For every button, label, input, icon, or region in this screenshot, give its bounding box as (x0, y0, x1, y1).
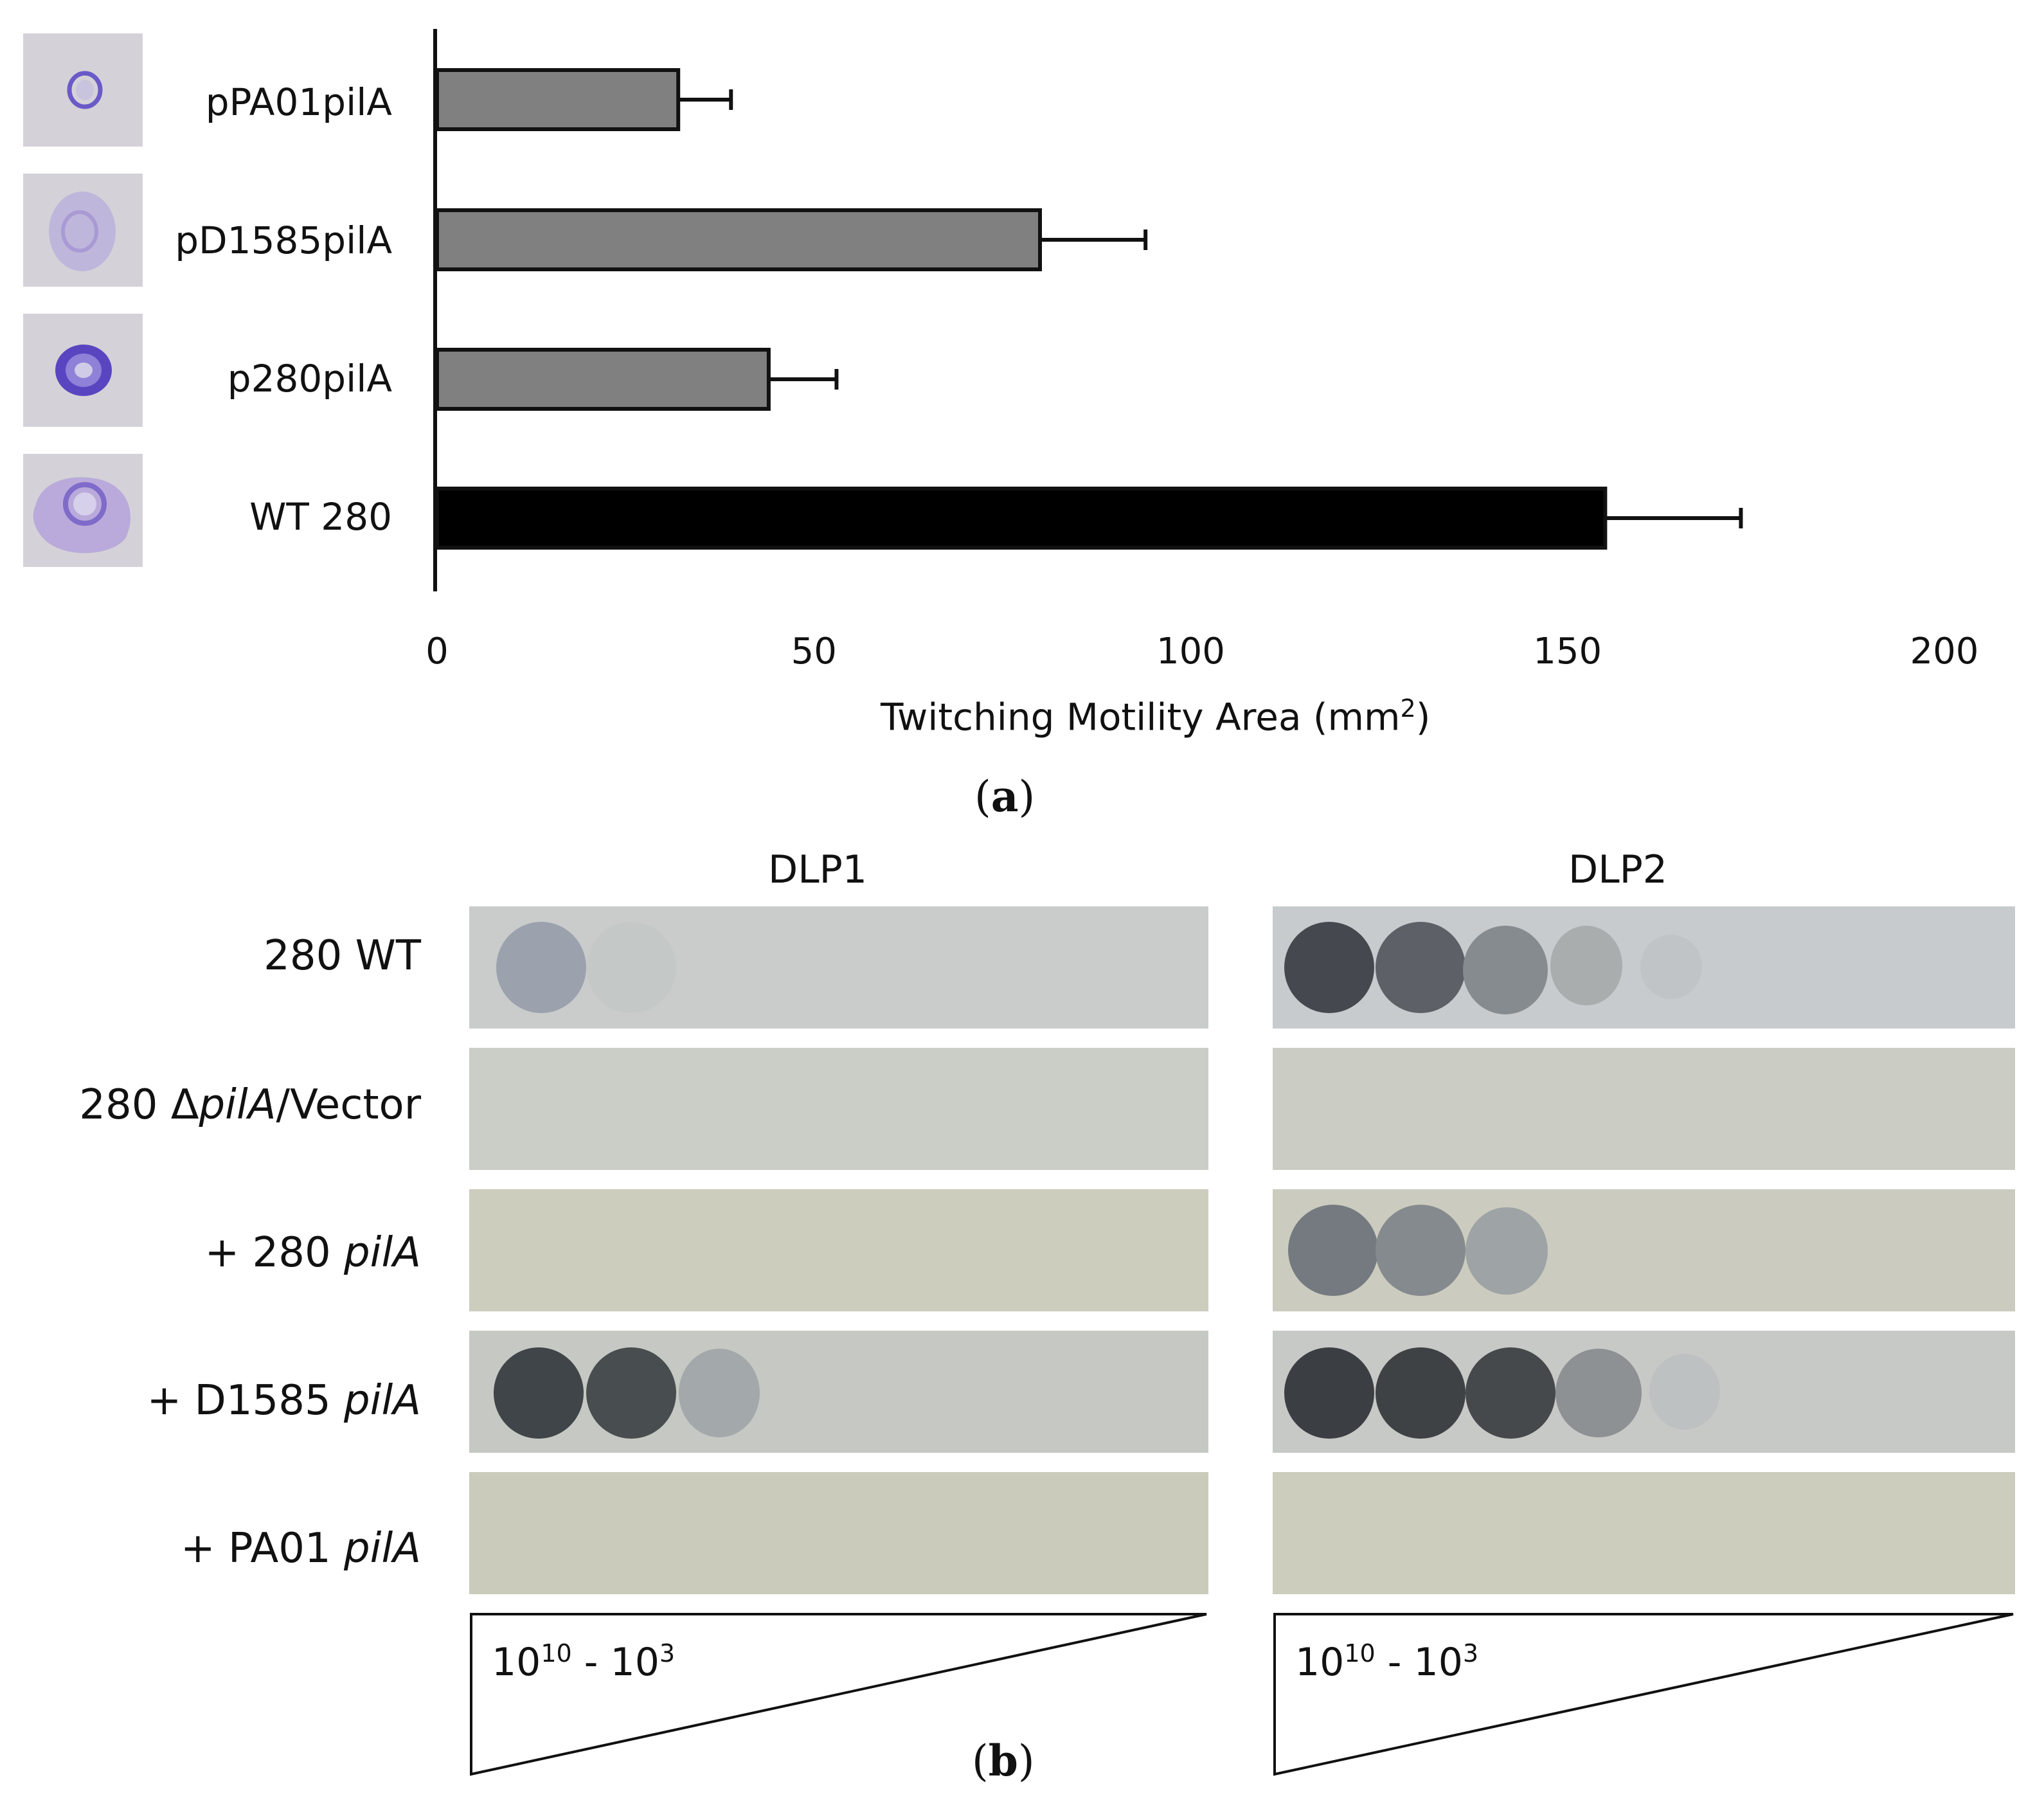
plate-DLP2-280-pilA-vector (1273, 1048, 2015, 1170)
row-label-plus-D1585-pilA: + D1585 pilA (147, 1377, 421, 1425)
column-title-DLP1: DLP1 (768, 847, 867, 892)
twitching-plate-thumb-WT280 (23, 454, 143, 567)
row-label-plus-280-pilA: + 280 pilA (204, 1229, 421, 1277)
bar-WT280 (435, 487, 1608, 550)
twitching-plate-thumb-pD1585pilA (23, 174, 143, 287)
plate-DLP1-plus-D1585-pilA (469, 1331, 1208, 1453)
x-tick-label-0: 0 (426, 631, 449, 672)
plate-DLP2-280WT (1273, 906, 2015, 1029)
dilution-wedge-DLP2 (1273, 1612, 2015, 1776)
category-label-pPA01pilA: pPA01pilA (205, 80, 392, 124)
plate-DLP1-plus-280-pilA (469, 1189, 1208, 1311)
x-tick-label-200: 200 (1910, 631, 1979, 672)
plate-DLP1-280-pilA-vector (469, 1048, 1208, 1170)
x-tick-label-150: 150 (1533, 631, 1602, 672)
plate-DLP2-plus-PA01-pilA (1273, 1472, 2015, 1594)
row-label-280WT: 280 WT (264, 932, 421, 980)
twitching-plate-thumb-p280pilA (23, 314, 143, 427)
bar-p280pilA (435, 348, 771, 411)
panel-letter-a: (a) (974, 771, 1035, 822)
bar-pPA01pilA (435, 68, 681, 131)
plate-DLP1-280WT (469, 906, 1208, 1029)
row-label-plus-PA01-pilA: + PA01 pilA (181, 1525, 421, 1572)
panel-letter-b: (b) (972, 1736, 1035, 1786)
category-label-WT280: WT 280 (249, 495, 392, 539)
twitching-plate-thumb-pPA01pilA (23, 33, 143, 147)
category-label-p280pilA: p280pilA (227, 357, 392, 400)
dilution-range-DLP2: 1010 - 103 (1295, 1639, 1479, 1685)
plate-DLP2-plus-D1585-pilA (1273, 1331, 2015, 1453)
plate-DLP1-plus-PA01-pilA (469, 1472, 1208, 1594)
column-title-DLP2: DLP2 (1568, 847, 1667, 892)
bar-pD1585pilA (435, 208, 1042, 271)
x-tick-label-50: 50 (791, 631, 837, 672)
x-tick-label-100: 100 (1156, 631, 1225, 672)
dilution-range-DLP1: 1010 - 103 (492, 1639, 676, 1685)
dilution-wedge-DLP1 (469, 1612, 1208, 1776)
category-label-pD1585pilA: pD1585pilA (175, 219, 392, 262)
plate-DLP2-plus-280-pilA (1273, 1189, 2015, 1311)
bar-chart: 0 50 100 150 200 (426, 29, 1979, 672)
x-axis-label: Twitching Motility Area (mm2) (881, 694, 1431, 739)
row-label-280-pilA-vector: 280 ΔpilA/Vector (79, 1081, 421, 1129)
